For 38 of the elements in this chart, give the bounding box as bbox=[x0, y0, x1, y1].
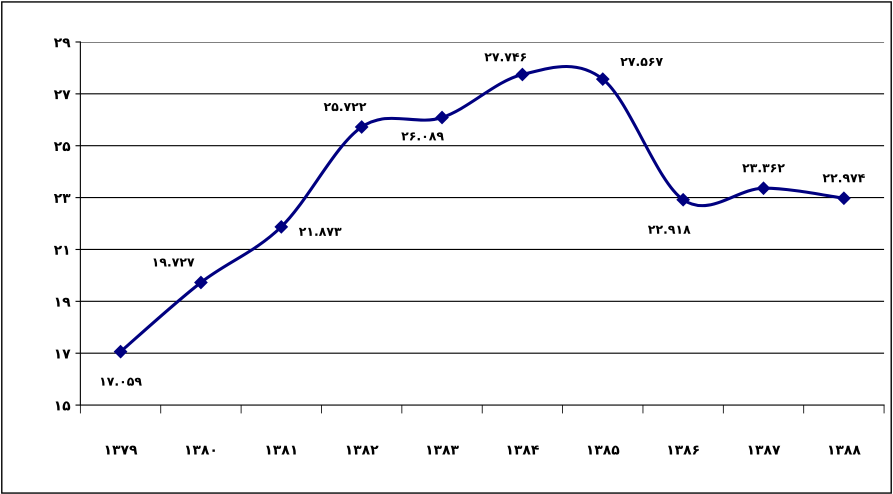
y-tick-label: ۱۹ bbox=[56, 298, 70, 307]
data-label: ۱۷.۰۵۹ bbox=[100, 378, 142, 386]
point bbox=[676, 193, 690, 206]
y-tick-label: ۲۵ bbox=[54, 142, 70, 152]
point bbox=[837, 192, 850, 205]
x-tick-label: ۱۳۸۸ bbox=[828, 446, 861, 455]
point bbox=[756, 182, 770, 195]
x-tick-label: ۱۳۸۶ bbox=[668, 446, 699, 455]
data-label: ۲۳.۳۶۲ bbox=[742, 164, 785, 172]
data-label: ۲۷.۷۴۶ bbox=[484, 53, 526, 62]
point bbox=[355, 120, 368, 134]
data-label: ۲۶.۰۸۹ bbox=[401, 132, 444, 140]
y-tick-label: ۲۳ bbox=[54, 194, 70, 203]
point bbox=[516, 68, 529, 82]
x-tick-label: ۱۳۸۷ bbox=[748, 446, 780, 455]
x-tick-label: ۱۳۸۲ bbox=[346, 446, 378, 455]
data-label: ۱۹.۷۲۷ bbox=[153, 258, 194, 266]
x-tick-label: ۱۳۸۰ bbox=[186, 446, 215, 455]
data-label: ۲۱.۸۷۳ bbox=[298, 228, 342, 236]
x-tick-label: ۱۳۸۳ bbox=[427, 446, 459, 455]
y-tick-label: ۲۷ bbox=[54, 90, 70, 100]
x-tick-label: ۱۳۸۵ bbox=[588, 446, 620, 455]
point bbox=[114, 345, 128, 358]
x-tick-label: ۱۳۷۹ bbox=[106, 446, 138, 455]
data-label: ۲۲.۹۷۴ bbox=[822, 174, 865, 182]
point bbox=[435, 110, 449, 124]
y-tick-label: ۱۷ bbox=[56, 350, 70, 358]
y-tick-label: ۲۱ bbox=[54, 246, 68, 255]
data-label: ۲۵.۷۲۲ bbox=[324, 102, 366, 112]
data-label: ۲۲.۹۱۸ bbox=[648, 226, 691, 234]
y-tick-label: ۱۵ bbox=[56, 401, 70, 410]
data-label: ۲۷.۵۶۷ bbox=[620, 58, 663, 66]
x-tick-label: ۱۳۸۱ bbox=[266, 446, 296, 455]
x-tick-label: ۱۳۸۴ bbox=[507, 445, 539, 455]
point bbox=[274, 220, 288, 234]
point bbox=[194, 276, 208, 290]
point bbox=[596, 72, 610, 86]
y-tick-label: ۲۹ bbox=[54, 38, 70, 48]
